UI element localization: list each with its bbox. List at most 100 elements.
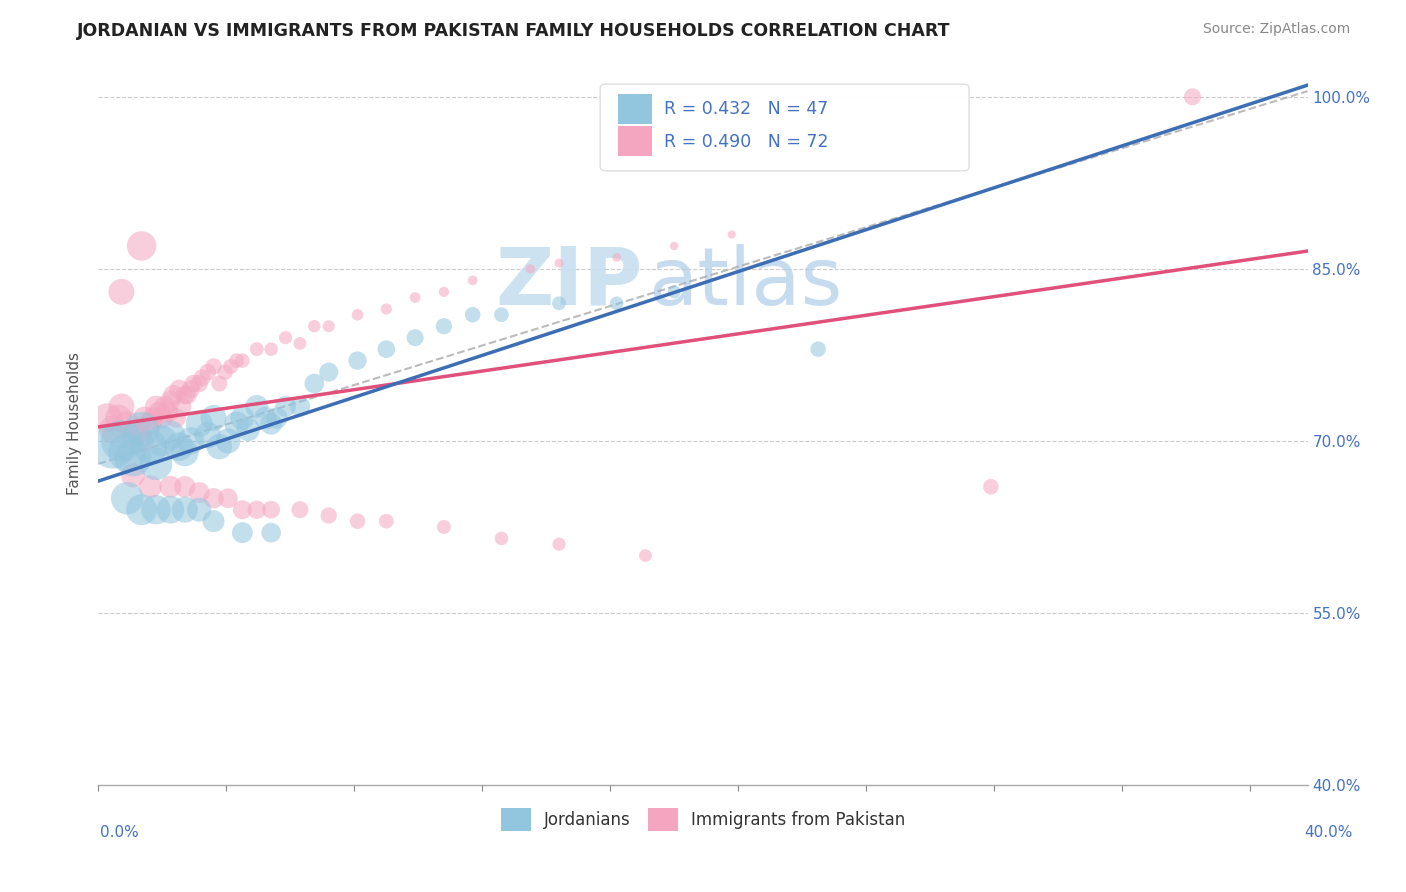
Point: [461, 273, 484, 287]
Point: [188, 376, 211, 391]
Point: [180, 434, 202, 448]
Point: [231, 411, 253, 425]
Point: [150, 434, 173, 448]
Legend: Jordanians, Immigrants from Pakistan: Jordanians, Immigrants from Pakistan: [494, 801, 912, 838]
Point: [304, 376, 326, 391]
Point: [197, 428, 219, 442]
Point: [131, 239, 153, 253]
Point: [115, 417, 138, 431]
Point: [159, 502, 181, 516]
Point: [145, 400, 167, 414]
Point: [110, 434, 132, 448]
Point: [217, 491, 239, 506]
Point: [167, 382, 190, 396]
FancyBboxPatch shape: [600, 84, 969, 171]
Point: [433, 520, 456, 534]
Point: [139, 440, 162, 454]
Point: [404, 331, 426, 345]
Point: [375, 514, 398, 528]
Point: [519, 261, 541, 276]
Point: [131, 502, 153, 516]
Point: [231, 353, 253, 368]
Point: [173, 502, 195, 516]
Point: [548, 296, 571, 310]
Point: [260, 342, 283, 356]
FancyBboxPatch shape: [619, 126, 652, 156]
Point: [720, 227, 742, 242]
Point: [246, 342, 269, 356]
Point: [191, 371, 214, 385]
Point: [131, 422, 153, 436]
Point: [173, 388, 195, 402]
Point: [807, 342, 830, 356]
Point: [288, 336, 311, 351]
Point: [202, 411, 225, 425]
Point: [231, 525, 253, 540]
Point: [318, 508, 340, 523]
Point: [122, 451, 145, 466]
Point: [101, 422, 124, 436]
Point: [150, 411, 173, 425]
Point: [491, 532, 513, 546]
Point: [208, 376, 231, 391]
Point: [266, 411, 288, 425]
Point: [115, 445, 138, 459]
Point: [202, 514, 225, 528]
Point: [288, 502, 311, 516]
Point: [664, 239, 686, 253]
Point: [188, 485, 211, 500]
Point: [606, 251, 628, 265]
Point: [260, 502, 283, 516]
Point: [122, 428, 145, 442]
Point: [107, 411, 129, 425]
Point: [288, 400, 311, 414]
Point: [188, 417, 211, 431]
Point: [375, 342, 398, 356]
Point: [491, 308, 513, 322]
Point: [159, 393, 181, 408]
Point: [664, 285, 686, 299]
Text: atlas: atlas: [648, 244, 844, 322]
Point: [208, 440, 231, 454]
Point: [167, 440, 190, 454]
Text: R = 0.490   N = 72: R = 0.490 N = 72: [664, 133, 828, 151]
Point: [219, 359, 242, 374]
Point: [131, 434, 153, 448]
Point: [153, 400, 176, 414]
Point: [231, 502, 253, 516]
Point: [122, 468, 145, 483]
Point: [101, 440, 124, 454]
Point: [318, 319, 340, 334]
Point: [274, 331, 297, 345]
Point: [159, 428, 181, 442]
Point: [548, 256, 571, 270]
Point: [606, 296, 628, 310]
Point: [246, 502, 269, 516]
Text: JORDANIAN VS IMMIGRANTS FROM PAKISTAN FAMILY HOUSEHOLDS CORRELATION CHART: JORDANIAN VS IMMIGRANTS FROM PAKISTAN FA…: [77, 22, 950, 40]
Point: [110, 285, 132, 299]
Point: [225, 353, 247, 368]
Point: [346, 308, 368, 322]
Point: [404, 291, 426, 305]
Point: [110, 400, 132, 414]
Point: [165, 411, 187, 425]
Point: [139, 480, 162, 494]
Text: Source: ZipAtlas.com: Source: ZipAtlas.com: [1202, 22, 1350, 37]
Point: [134, 411, 156, 425]
Point: [145, 502, 167, 516]
Point: [260, 525, 283, 540]
Point: [433, 285, 456, 299]
Point: [980, 480, 1002, 494]
Point: [162, 388, 184, 402]
Point: [461, 308, 484, 322]
Point: [346, 514, 368, 528]
Point: [148, 405, 170, 419]
Point: [142, 411, 165, 425]
Point: [260, 417, 283, 431]
Point: [246, 400, 269, 414]
Text: 0.0%: 0.0%: [100, 825, 139, 840]
Point: [202, 491, 225, 506]
Point: [318, 365, 340, 379]
Point: [173, 480, 195, 494]
Point: [96, 411, 118, 425]
